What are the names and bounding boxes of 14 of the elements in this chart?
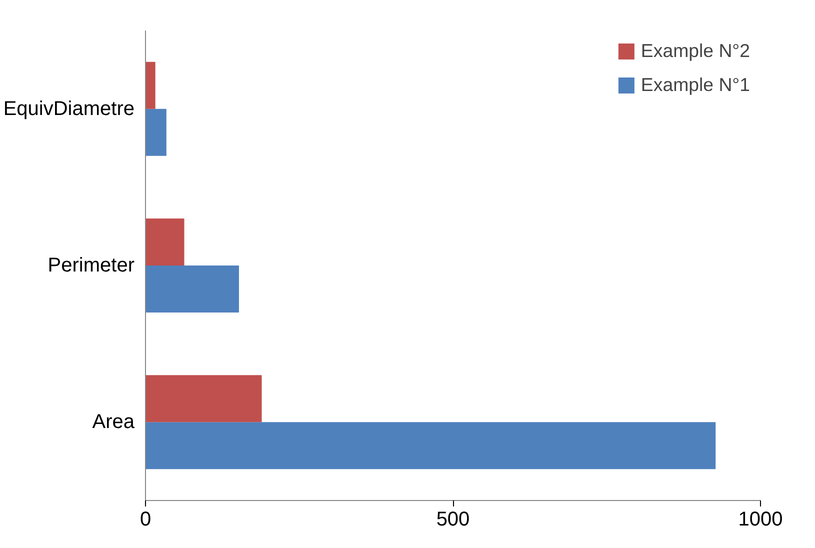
y-tick-label: Area (92, 411, 136, 434)
bar (146, 218, 184, 266)
x-tick-label: 500 (436, 508, 470, 530)
bar (146, 422, 716, 470)
bar (146, 62, 156, 109)
legend-label: Example N°2 (640, 40, 750, 62)
y-tick-label: EquivDiametre (3, 98, 135, 120)
bar (146, 266, 239, 312)
legend-label: Example N°1 (640, 74, 750, 96)
x-tick-label: 1000 (738, 508, 783, 530)
bar (146, 108, 166, 156)
x-tick-label: 0 (140, 508, 152, 530)
bar (146, 375, 262, 422)
y-tick-label: Perimeter (48, 254, 135, 276)
